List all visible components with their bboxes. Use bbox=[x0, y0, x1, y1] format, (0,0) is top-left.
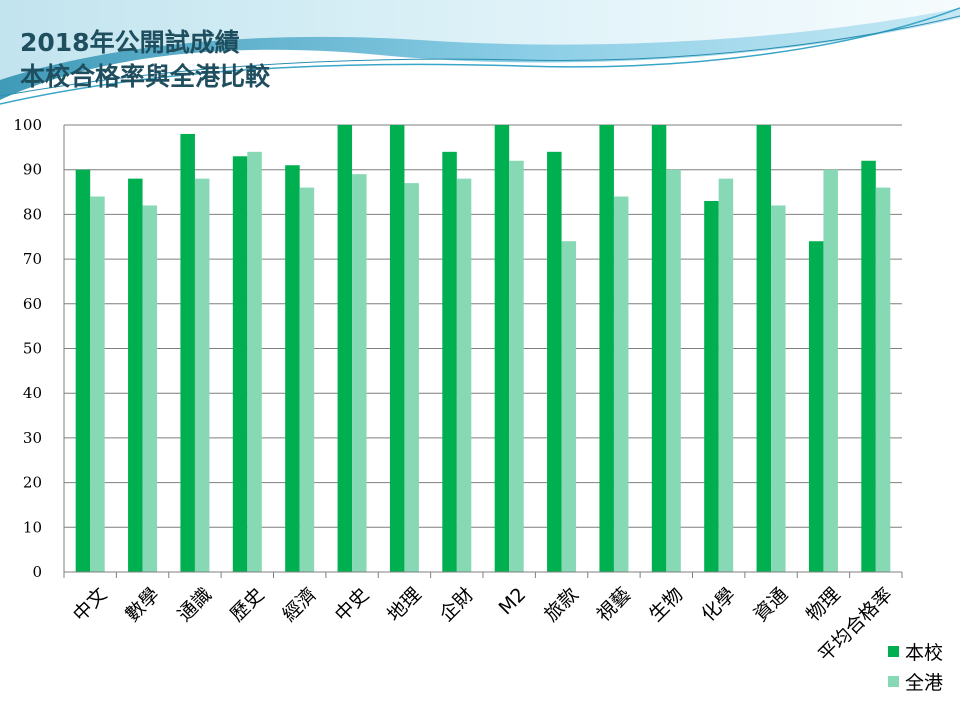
bar-hk bbox=[299, 187, 315, 572]
bar-hk bbox=[875, 187, 891, 572]
x-category-label: 視藝 bbox=[593, 584, 635, 626]
bar-hk bbox=[90, 196, 105, 572]
bar-hk bbox=[509, 160, 524, 572]
x-category-label: 企財 bbox=[436, 584, 478, 626]
legend-label-hk: 全港 bbox=[905, 671, 944, 694]
bar-hk bbox=[771, 205, 786, 572]
legend-item-school: 本校 bbox=[888, 636, 943, 666]
legend-swatch-school bbox=[888, 645, 899, 657]
bar-hk bbox=[718, 178, 734, 572]
bar-school bbox=[494, 125, 510, 572]
y-tick-label: 90 bbox=[23, 161, 42, 179]
bar-school bbox=[232, 156, 248, 573]
x-category-label: 中史 bbox=[331, 584, 373, 626]
bar-hk bbox=[613, 196, 629, 572]
bar-hk bbox=[352, 174, 367, 573]
x-category-label: 通識 bbox=[174, 584, 216, 626]
bar-hk bbox=[561, 241, 577, 572]
y-tick-label: 40 bbox=[23, 384, 42, 402]
y-tick-label: 50 bbox=[23, 340, 42, 358]
x-category-label: 生物 bbox=[645, 584, 687, 626]
bar-hk bbox=[823, 169, 838, 572]
legend-swatch-hk bbox=[888, 675, 899, 687]
bar-school bbox=[651, 125, 667, 572]
chart-legend: 本校 全港 bbox=[888, 636, 943, 696]
x-category-label: 數學 bbox=[121, 584, 163, 626]
y-tick-label: 100 bbox=[13, 116, 42, 134]
bar-school bbox=[75, 169, 91, 572]
bar-school bbox=[285, 165, 300, 573]
bar-school bbox=[547, 151, 562, 572]
x-category-label: 化學 bbox=[697, 584, 739, 626]
bar-school bbox=[599, 125, 614, 572]
x-category-label: 中文 bbox=[69, 584, 111, 626]
y-tick-label: 10 bbox=[23, 518, 42, 536]
y-tick-label: 70 bbox=[23, 250, 42, 268]
bar-school bbox=[128, 178, 143, 572]
x-category-label: 經濟 bbox=[278, 584, 320, 626]
bar-school bbox=[861, 160, 876, 572]
bar-hk bbox=[456, 178, 472, 572]
bar-school bbox=[756, 125, 772, 572]
x-category-label: M2 bbox=[495, 584, 531, 620]
y-tick-label: 30 bbox=[23, 429, 42, 447]
bar-hk bbox=[142, 205, 158, 572]
bar-school bbox=[389, 125, 405, 572]
legend-label-school: 本校 bbox=[905, 641, 944, 664]
bar-school bbox=[808, 241, 824, 572]
bar-school bbox=[180, 133, 195, 572]
bar-hk bbox=[666, 169, 681, 572]
bar-hk bbox=[194, 178, 210, 572]
x-category-label: 歷史 bbox=[226, 584, 268, 626]
y-tick-label: 20 bbox=[23, 474, 42, 492]
x-category-label: 物理 bbox=[802, 584, 844, 626]
title-line-1: 2018年公開試成績 bbox=[20, 28, 240, 57]
bar-school bbox=[337, 125, 353, 572]
page-title: 2018年公開試成績 本校合格率與全港比較 bbox=[20, 26, 270, 94]
x-category-label: 資通 bbox=[750, 584, 792, 626]
bar-school bbox=[704, 200, 719, 573]
title-line-2: 本校合格率與全港比較 bbox=[20, 62, 271, 91]
x-category-label: 地理 bbox=[383, 584, 425, 626]
x-category-label: 旅款 bbox=[540, 584, 582, 626]
y-tick-label: 80 bbox=[23, 205, 42, 223]
bar-hk bbox=[247, 151, 262, 572]
bar-hk bbox=[404, 183, 419, 573]
header-wave-decoration bbox=[0, 0, 960, 105]
y-tick-label: 60 bbox=[23, 295, 42, 313]
legend-item-hk: 全港 bbox=[888, 666, 943, 696]
y-tick-label: 0 bbox=[32, 563, 42, 581]
bar-school bbox=[442, 151, 457, 572]
